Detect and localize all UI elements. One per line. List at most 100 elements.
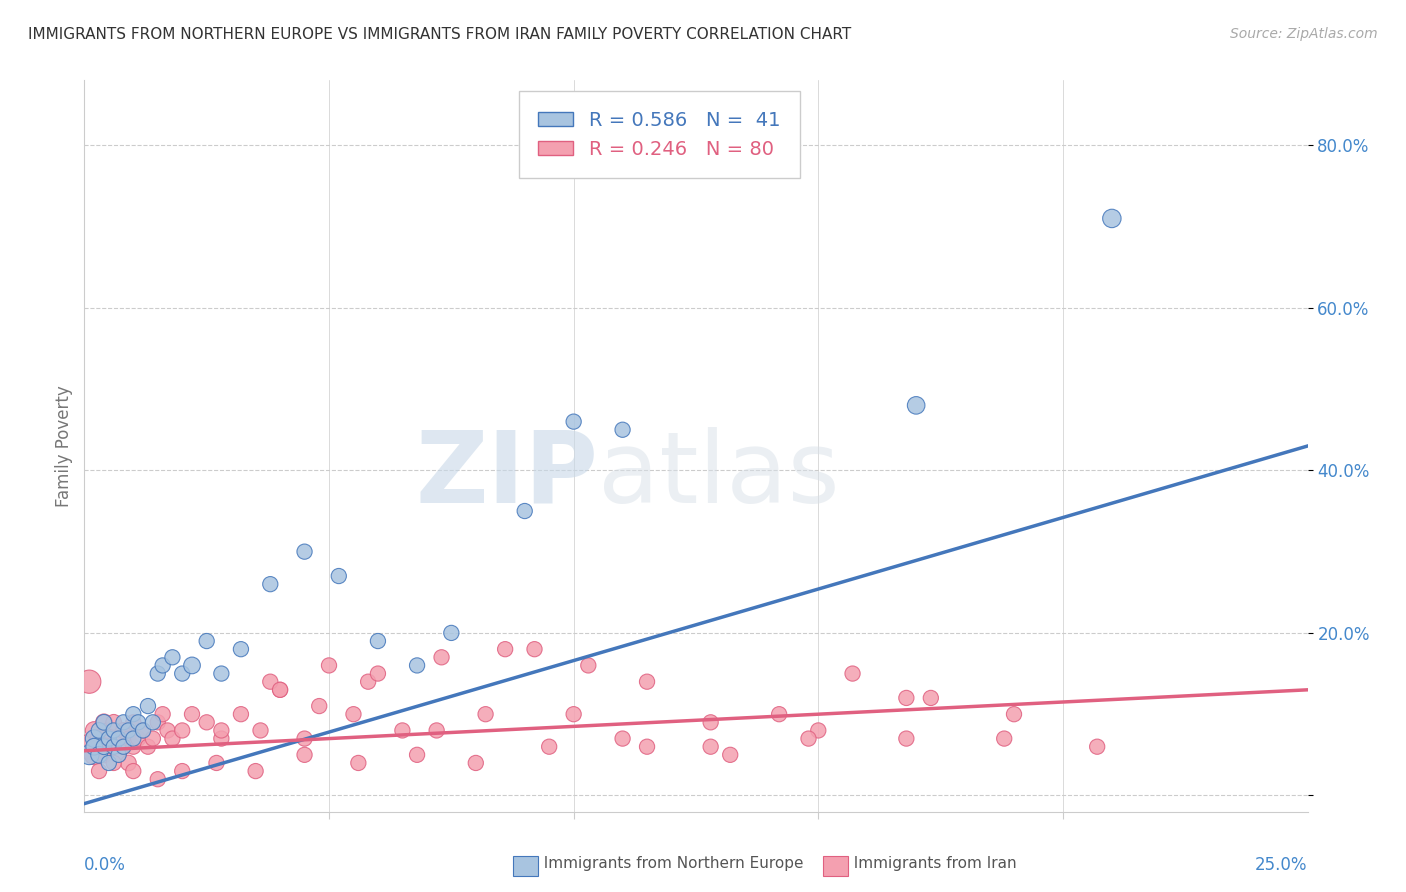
Point [83, 731, 105, 746]
Point [87, 723, 110, 738]
Point [294, 731, 316, 746]
Point [406, 747, 429, 762]
Point [576, 658, 599, 673]
Point [367, 666, 389, 681]
Point [122, 707, 145, 722]
Point [905, 398, 928, 412]
Point [562, 707, 585, 722]
Point [146, 715, 169, 730]
Point [229, 642, 252, 657]
Point [523, 642, 546, 657]
Text: IMMIGRANTS FROM NORTHERN EUROPE VS IMMIGRANTS FROM IRAN FAMILY POVERTY CORRELATI: IMMIGRANTS FROM NORTHERN EUROPE VS IMMIG… [28, 27, 852, 42]
Point [83, 723, 105, 738]
Point [146, 772, 169, 787]
Point [152, 707, 174, 722]
Point [107, 747, 129, 762]
Point [172, 764, 194, 778]
Point [152, 658, 174, 673]
Point [162, 731, 184, 746]
Point [294, 747, 316, 762]
Point [391, 723, 413, 738]
Point [245, 764, 267, 778]
Point [97, 723, 120, 738]
Point [87, 731, 110, 746]
Text: atlas: atlas [598, 426, 839, 524]
Text: Immigrants from Northern Europe: Immigrants from Northern Europe [534, 856, 804, 871]
Point [494, 642, 516, 657]
Point [127, 731, 149, 746]
Point [1002, 707, 1025, 722]
Point [209, 723, 232, 738]
Point [896, 731, 918, 746]
Point [103, 739, 125, 754]
Point [768, 707, 790, 722]
Point [103, 715, 125, 730]
Point [117, 731, 139, 746]
Point [103, 723, 125, 738]
Point [93, 715, 115, 730]
Point [112, 723, 135, 738]
Point [181, 707, 204, 722]
Point [142, 731, 165, 746]
Point [93, 715, 115, 730]
Point [195, 634, 218, 648]
Point [636, 674, 658, 689]
Point [328, 569, 350, 583]
Legend: R = 0.586   N =  41, R = 0.246   N = 80: R = 0.586 N = 41, R = 0.246 N = 80 [524, 97, 794, 172]
Text: Source: ZipAtlas.com: Source: ZipAtlas.com [1230, 27, 1378, 41]
Point [146, 666, 169, 681]
Point [156, 723, 179, 738]
Point [205, 756, 228, 770]
Point [83, 747, 105, 762]
Point [97, 756, 120, 770]
Text: Immigrants from Iran: Immigrants from Iran [844, 856, 1017, 871]
Point [122, 715, 145, 730]
Point [797, 731, 820, 746]
Point [181, 658, 204, 673]
Point [117, 723, 139, 738]
Point [103, 756, 125, 770]
Point [612, 731, 634, 746]
Point [77, 739, 100, 754]
Point [77, 747, 100, 762]
Point [87, 764, 110, 778]
Point [269, 682, 291, 697]
Point [107, 731, 129, 746]
Point [1101, 211, 1123, 226]
Point [259, 577, 281, 591]
Point [367, 634, 389, 648]
Point [841, 666, 863, 681]
Point [103, 739, 125, 754]
Point [122, 739, 145, 754]
Point [132, 723, 155, 738]
Text: 0.0%: 0.0% [84, 855, 127, 873]
Point [513, 504, 536, 518]
Point [562, 415, 585, 429]
Point [920, 690, 942, 705]
Point [342, 707, 364, 722]
Point [136, 739, 159, 754]
Point [699, 715, 721, 730]
Point [406, 658, 429, 673]
Point [87, 747, 110, 762]
Point [142, 715, 165, 730]
Point [357, 674, 380, 689]
Point [112, 739, 135, 754]
Point [229, 707, 252, 722]
Point [107, 731, 129, 746]
Point [430, 650, 453, 665]
Point [259, 674, 281, 689]
Point [612, 423, 634, 437]
Point [172, 666, 194, 681]
Point [122, 731, 145, 746]
Point [538, 739, 561, 754]
Point [636, 739, 658, 754]
Point [209, 666, 232, 681]
Point [107, 747, 129, 762]
Point [77, 674, 100, 689]
Point [97, 731, 120, 746]
Point [136, 699, 159, 714]
Point [122, 764, 145, 778]
Text: 25.0%: 25.0% [1256, 855, 1308, 873]
Point [112, 715, 135, 730]
